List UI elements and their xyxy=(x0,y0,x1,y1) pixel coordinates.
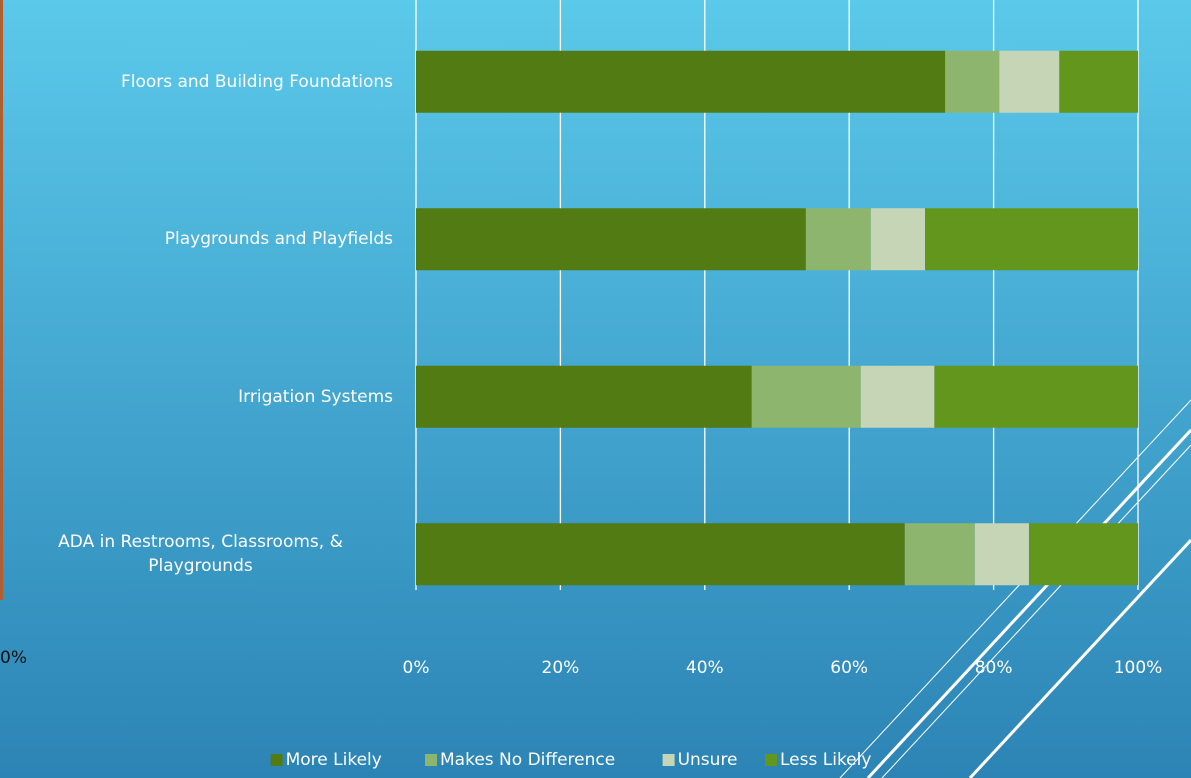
bar-segment xyxy=(860,365,935,428)
category-text: Floors and Building Foundations xyxy=(120,71,393,92)
category-label: Playgrounds and Playfields xyxy=(165,227,393,251)
x-tick-label: 100% xyxy=(1114,658,1163,678)
legend-label: Unsure xyxy=(678,750,738,770)
category-label: Floors and Building Foundations xyxy=(121,70,393,94)
bar-segment xyxy=(1028,523,1138,586)
x-tick-label: 40% xyxy=(686,658,724,678)
x-tick-label: 80% xyxy=(975,658,1013,678)
left-fragment xyxy=(0,0,3,600)
bar-segment xyxy=(751,365,861,428)
category-label: ADA in Restrooms, Classrooms, & Playgrou… xyxy=(8,530,393,578)
fragment-tick-label: 0% xyxy=(0,648,27,668)
legend-swatch xyxy=(425,754,437,766)
decoration-lines xyxy=(839,399,1191,778)
legend-label: More Likely xyxy=(286,750,382,770)
bar-segment xyxy=(974,523,1029,586)
legend-swatch xyxy=(662,754,675,766)
bar-segment xyxy=(1059,50,1138,113)
bar-segment xyxy=(870,208,926,271)
bar-segment xyxy=(999,50,1060,113)
category-label: Irrigation Systems xyxy=(238,385,393,409)
legend-swatch xyxy=(270,754,283,766)
bar-segment xyxy=(416,208,806,271)
bar-segment xyxy=(416,365,752,428)
bar-segment xyxy=(416,50,946,113)
bar-segment xyxy=(925,208,1138,271)
legend-label: Makes No Difference xyxy=(440,750,615,770)
x-tick-label: 60% xyxy=(830,658,868,678)
category-text: Playgrounds and Playfields xyxy=(164,229,393,250)
legend-swatch xyxy=(765,754,777,766)
category-text: ADA in Restrooms, Classrooms, & Playgrou… xyxy=(58,532,343,577)
bar-segment xyxy=(805,208,871,271)
bar-segment xyxy=(904,523,975,586)
bar-segment xyxy=(416,523,905,586)
bar-segment xyxy=(934,365,1138,428)
x-tick-label: 20% xyxy=(542,658,580,678)
bar-segment xyxy=(945,50,1000,113)
legend-label: Less Likely xyxy=(780,750,871,770)
category-text: Irrigation Systems xyxy=(238,386,393,407)
x-tick-label: 0% xyxy=(403,658,430,678)
